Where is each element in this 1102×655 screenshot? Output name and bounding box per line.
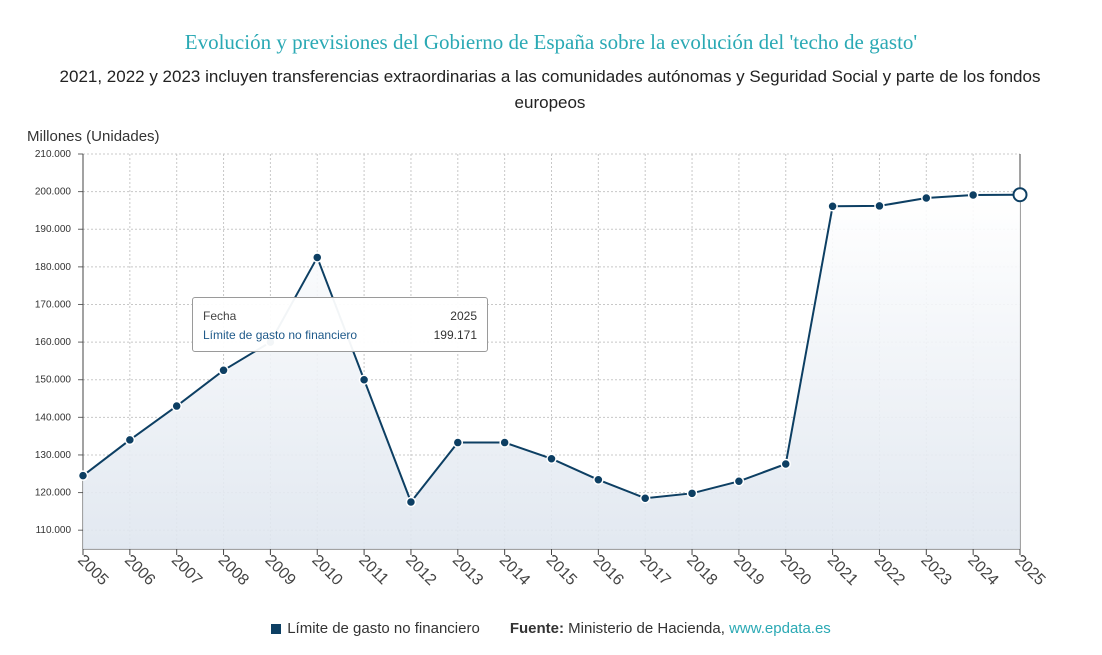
data-point	[405, 496, 417, 508]
y-tick-label: 140.000	[35, 412, 72, 423]
data-point	[780, 458, 791, 470]
y-tick-label: 110.000	[36, 525, 72, 536]
legend-swatch	[271, 623, 282, 634]
y-tick-label: 200.000	[35, 187, 72, 198]
y-axis-label: Millones (Unidades)	[27, 128, 160, 145]
source-text: Ministerio de Hacienda,	[568, 620, 725, 637]
data-point	[546, 453, 557, 464]
data-point	[593, 474, 604, 486]
chart-legend: Límite de gasto no financiero Fuente: Mi…	[0, 620, 1102, 637]
source-link[interactable]: www.epdata.es	[729, 620, 831, 637]
chart-subtitle: 2021, 2022 y 2023 incluyen transferencia…	[59, 67, 1041, 112]
x-tick-label: 2024	[964, 552, 1001, 589]
x-tick-label: 2007	[168, 552, 205, 589]
data-point	[827, 201, 838, 212]
source-label: Fuente:	[509, 620, 564, 637]
data-point	[874, 200, 885, 212]
x-tick-label: 2013	[449, 552, 486, 589]
data-point	[921, 192, 932, 204]
x-tick-label: 2020	[777, 552, 814, 589]
tooltip-label-value: 2025	[450, 308, 477, 323]
y-tick-label: 190.000	[35, 224, 72, 235]
legend-label: Límite de gasto no financiero	[287, 620, 480, 637]
data-point	[218, 365, 229, 376]
data-point	[499, 437, 510, 448]
data-point	[967, 189, 979, 201]
x-tick-label: 2017	[636, 552, 673, 589]
y-tick-label: 150.000	[35, 375, 72, 386]
data-point	[124, 434, 136, 446]
x-tick-label: 2005	[74, 552, 111, 589]
y-tick-label: 170.000	[35, 299, 72, 310]
x-tick-label: 2014	[496, 552, 533, 589]
x-tick-label: 2009	[262, 552, 299, 589]
y-tick-label: 180.000	[35, 262, 72, 273]
chart-title: Evolución y previsiones del Gobierno de …	[184, 30, 918, 54]
x-tick-label: 2025	[1011, 552, 1048, 589]
tooltip-series-value: 199.171	[433, 327, 477, 342]
data-point	[358, 374, 370, 385]
y-tick-label: 120.000	[35, 488, 72, 499]
x-tick-label: 2016	[590, 552, 627, 589]
y-tick-label: 210.000	[35, 149, 72, 160]
data-point	[312, 252, 323, 263]
data-point	[171, 400, 182, 412]
data-point	[733, 476, 745, 487]
x-tick-label: 2022	[871, 552, 908, 589]
x-tick-label: 2023	[917, 552, 954, 589]
x-tick-label: 2015	[543, 552, 580, 589]
source-credit: Fuente: Ministerio de Hacienda, www.epda…	[510, 620, 831, 637]
x-tick-label: 2011	[355, 552, 391, 588]
y-tick-label: 160.000	[35, 337, 72, 348]
data-point-highlighted	[1012, 187, 1028, 203]
x-tick-label: 2018	[683, 552, 720, 589]
x-tick-label: 2012	[402, 552, 439, 589]
legend-item[interactable]: Límite de gasto no financiero	[271, 620, 480, 637]
tooltip-series-key: Límite de gasto no financiero	[203, 327, 358, 342]
data-point	[452, 437, 464, 448]
x-tick-label: 2010	[308, 552, 345, 589]
data-point	[686, 488, 698, 499]
tooltip-label-key: Fecha	[203, 308, 237, 323]
x-tick-label: 2021	[824, 552, 861, 589]
data-point	[77, 470, 89, 481]
x-tick-label: 2008	[215, 552, 252, 589]
series-area	[83, 194, 1020, 549]
x-tick-label: 2019	[730, 552, 767, 589]
chart-tooltip: Fecha 2025 Límite de gasto no financiero…	[192, 297, 488, 352]
x-tick-label: 2006	[121, 552, 158, 589]
data-point	[639, 492, 651, 504]
y-tick-label: 130.000	[35, 450, 72, 461]
